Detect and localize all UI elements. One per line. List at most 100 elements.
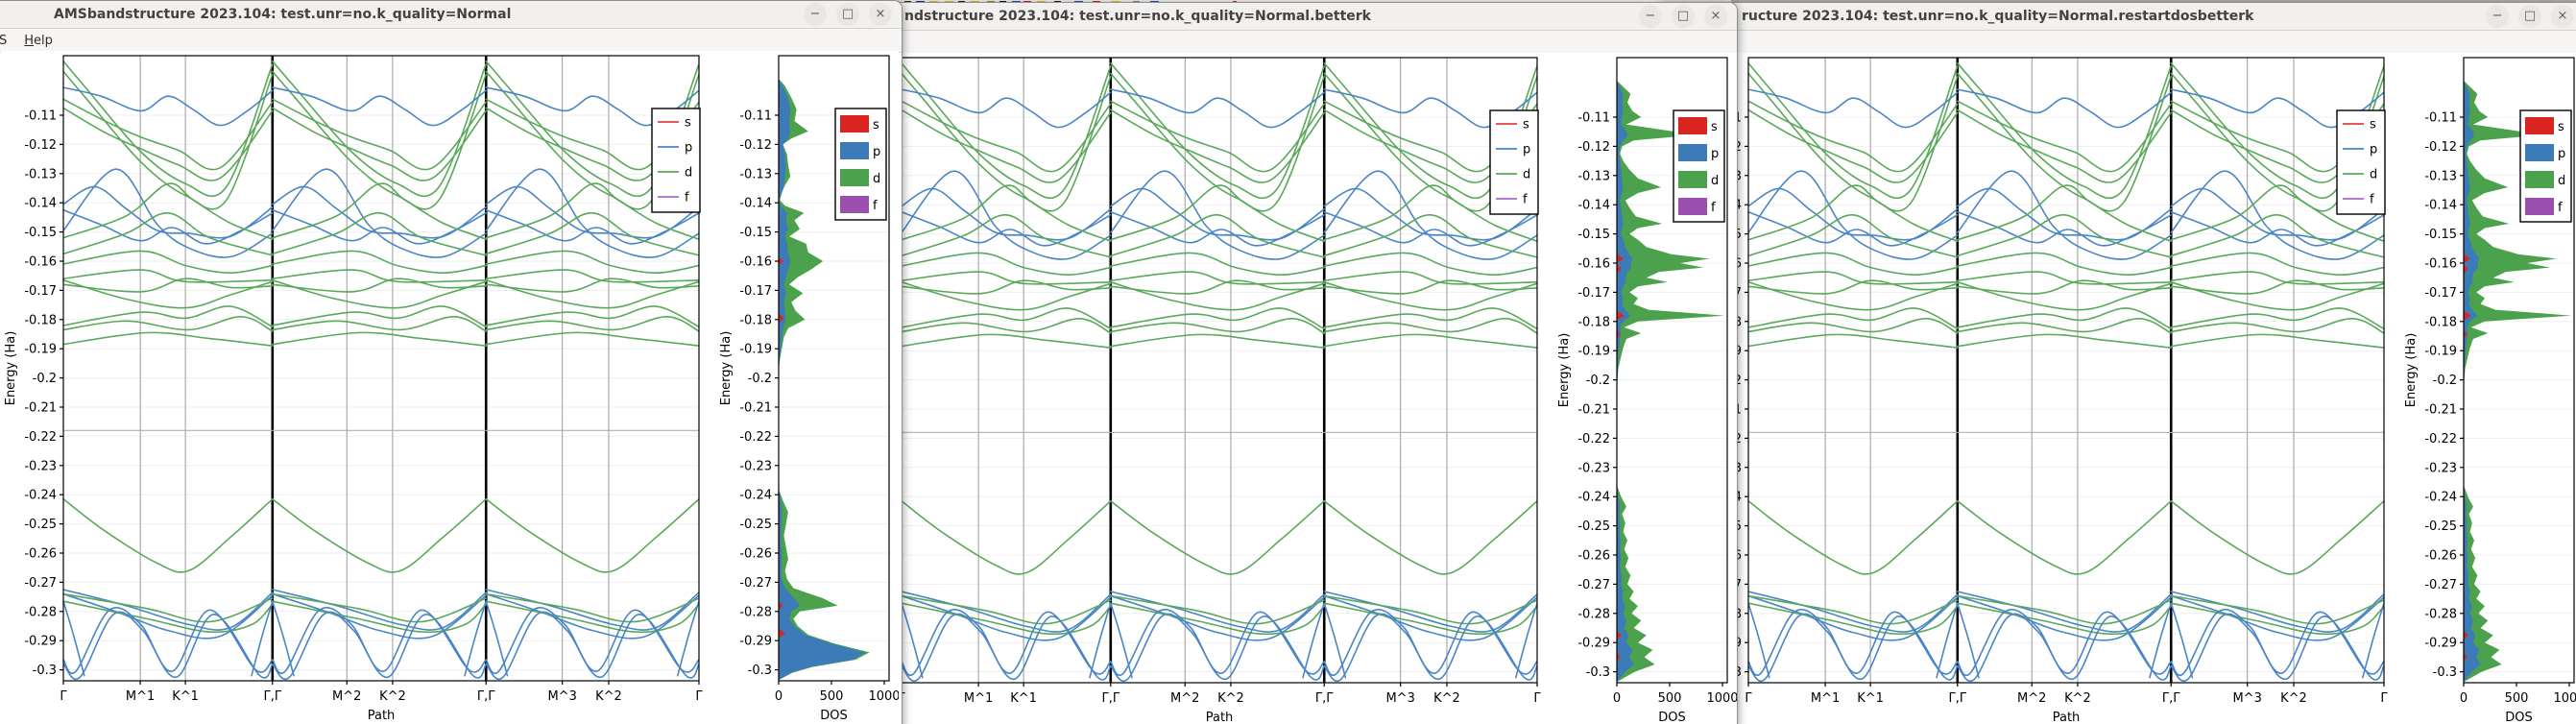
svg-text:-0.3: -0.3 (2433, 665, 2457, 680)
menubar (812, 31, 1737, 55)
svg-text:-0.17: -0.17 (24, 284, 57, 299)
minimize-button[interactable]: − (1639, 5, 1662, 28)
svg-text:p: p (1711, 147, 1719, 161)
svg-text:Γ,Γ: Γ,Γ (1948, 691, 1966, 706)
svg-text:Γ,Γ: Γ,Γ (263, 689, 281, 704)
figure-area: -0.11-0.11-0.12-0.12-0.13-0.13-0.14-0.14… (839, 53, 1739, 724)
svg-text:-0.22: -0.22 (2424, 432, 2457, 446)
svg-text:Γ,Γ: Γ,Γ (2162, 691, 2180, 706)
svg-text:-0.3: -0.3 (33, 664, 57, 678)
svg-text:-0.23: -0.23 (2424, 461, 2457, 475)
svg-text:-0.15: -0.15 (739, 226, 772, 240)
svg-text:K^2: K^2 (595, 689, 622, 704)
svg-text:-0.26: -0.26 (739, 547, 772, 562)
svg-text:-0.28: -0.28 (739, 605, 772, 619)
svg-text:p: p (2558, 147, 2565, 161)
svg-text:s: s (2370, 118, 2376, 133)
svg-text:-0.11: -0.11 (2424, 111, 2457, 126)
svg-text:-0.21: -0.21 (1577, 403, 1610, 418)
svg-text:500: 500 (1658, 691, 1682, 706)
svg-text:d: d (2558, 174, 2565, 188)
svg-text:f: f (1523, 193, 1528, 207)
svg-text:DOS: DOS (1658, 711, 1686, 724)
svg-text:Γ: Γ (1745, 691, 1752, 706)
minimize-button[interactable]: − (804, 3, 827, 26)
close-button[interactable]: × (1704, 5, 1727, 28)
svg-text:-0.17: -0.17 (739, 284, 772, 299)
svg-text:DOS: DOS (820, 709, 848, 723)
svg-text:-0.25: -0.25 (1577, 519, 1610, 534)
svg-text:M^2: M^2 (1170, 691, 1199, 706)
svg-text:0: 0 (1613, 691, 1621, 706)
svg-text:-0.18: -0.18 (1577, 315, 1610, 329)
svg-text:-0.3: -0.3 (1586, 665, 1610, 680)
svg-text:-0.25: -0.25 (739, 518, 772, 532)
window-bandstructure-betterk: ndstructure 2023.104: test.unr=no.k_qual… (811, 2, 1739, 724)
titlebar[interactable]: AMSbandstructure 2023.104: test.unr=no.k… (0, 1, 902, 29)
svg-text:Energy (Ha): Energy (Ha) (719, 331, 734, 406)
menu-help[interactable]: Help (24, 33, 53, 48)
svg-text:-0.27: -0.27 (739, 576, 772, 591)
svg-text:-0.26: -0.26 (1577, 549, 1610, 564)
svg-text:Γ,Γ: Γ,Γ (1315, 691, 1334, 706)
close-button[interactable]: × (2551, 5, 2574, 28)
svg-text:Γ: Γ (695, 689, 703, 704)
svg-text:f: f (873, 199, 878, 213)
titlebar[interactable]: ructure 2023.104: test.unr=no.k_quality=… (1659, 3, 2576, 31)
svg-text:d: d (1711, 174, 1719, 188)
svg-text:K^2: K^2 (2064, 691, 2091, 706)
svg-text:Energy (Ha): Energy (Ha) (1557, 333, 1572, 408)
window-bandstructure-restartdosbetterk: ructure 2023.104: test.unr=no.k_quality=… (1658, 2, 2576, 724)
svg-text:-0.28: -0.28 (24, 605, 57, 619)
svg-text:-0.2: -0.2 (33, 372, 57, 386)
svg-text:-0.16: -0.16 (739, 255, 772, 270)
maximize-button[interactable]: □ (1672, 5, 1695, 28)
svg-text:-0.11: -0.11 (24, 109, 57, 124)
svg-text:Γ: Γ (1533, 691, 1541, 706)
svg-text:-0.29: -0.29 (2424, 637, 2457, 651)
svg-text:-0.14: -0.14 (739, 197, 772, 211)
svg-text:-0.23: -0.23 (1577, 461, 1610, 475)
svg-text:-0.16: -0.16 (1577, 257, 1610, 272)
window-title: ndstructure 2023.104: test.unr=no.k_qual… (904, 9, 1371, 24)
svg-text:K^2: K^2 (2280, 691, 2307, 706)
svg-text:-0.13: -0.13 (2424, 169, 2457, 183)
svg-text:-0.19: -0.19 (1577, 345, 1610, 359)
svg-text:Γ: Γ (60, 689, 67, 704)
window-bandstructure-normal: AMSbandstructure 2023.104: test.unr=no.k… (0, 0, 903, 724)
svg-text:p: p (1523, 143, 1530, 157)
svg-text:-0.2: -0.2 (748, 372, 772, 386)
maximize-button[interactable]: □ (836, 3, 859, 26)
svg-text:-0.14: -0.14 (24, 197, 57, 211)
svg-text:1000: 1000 (1706, 691, 1737, 706)
svg-text:-0.27: -0.27 (2424, 578, 2457, 592)
svg-text:M^3: M^3 (547, 689, 576, 704)
svg-text:M^1: M^1 (126, 689, 155, 704)
svg-text:500: 500 (2505, 691, 2529, 706)
svg-text:-0.25: -0.25 (2424, 519, 2457, 534)
titlebar[interactable]: ndstructure 2023.104: test.unr=no.k_qual… (812, 3, 1737, 31)
svg-text:-0.25: -0.25 (24, 518, 57, 532)
svg-text:-0.18: -0.18 (739, 313, 772, 327)
svg-text:-0.28: -0.28 (1577, 607, 1610, 621)
svg-text:-0.21: -0.21 (739, 401, 772, 416)
svg-text:-0.22: -0.22 (739, 430, 772, 445)
svg-text:-0.15: -0.15 (24, 226, 57, 240)
svg-text:M^3: M^3 (1385, 691, 1414, 706)
svg-text:M^1: M^1 (964, 691, 993, 706)
svg-text:-0.27: -0.27 (1577, 578, 1610, 592)
menu-dos-partial[interactable]: S (0, 33, 8, 48)
close-button[interactable]: × (869, 3, 892, 26)
svg-text:Energy (Ha): Energy (Ha) (2404, 333, 2419, 408)
window-title: ructure 2023.104: test.unr=no.k_quality=… (1742, 9, 2254, 24)
svg-text:s: s (873, 118, 879, 133)
svg-text:-0.26: -0.26 (2424, 549, 2457, 564)
svg-text:-0.14: -0.14 (1577, 199, 1610, 213)
svg-text:d: d (1523, 168, 1530, 182)
figure-area: -0.11-0.11-0.12-0.12-0.13-0.13-0.14-0.14… (1, 51, 901, 724)
svg-text:-0.13: -0.13 (1577, 169, 1610, 183)
minimize-button[interactable]: − (2486, 5, 2509, 28)
svg-text:-0.11: -0.11 (1577, 111, 1610, 126)
maximize-button[interactable]: □ (2518, 5, 2541, 28)
